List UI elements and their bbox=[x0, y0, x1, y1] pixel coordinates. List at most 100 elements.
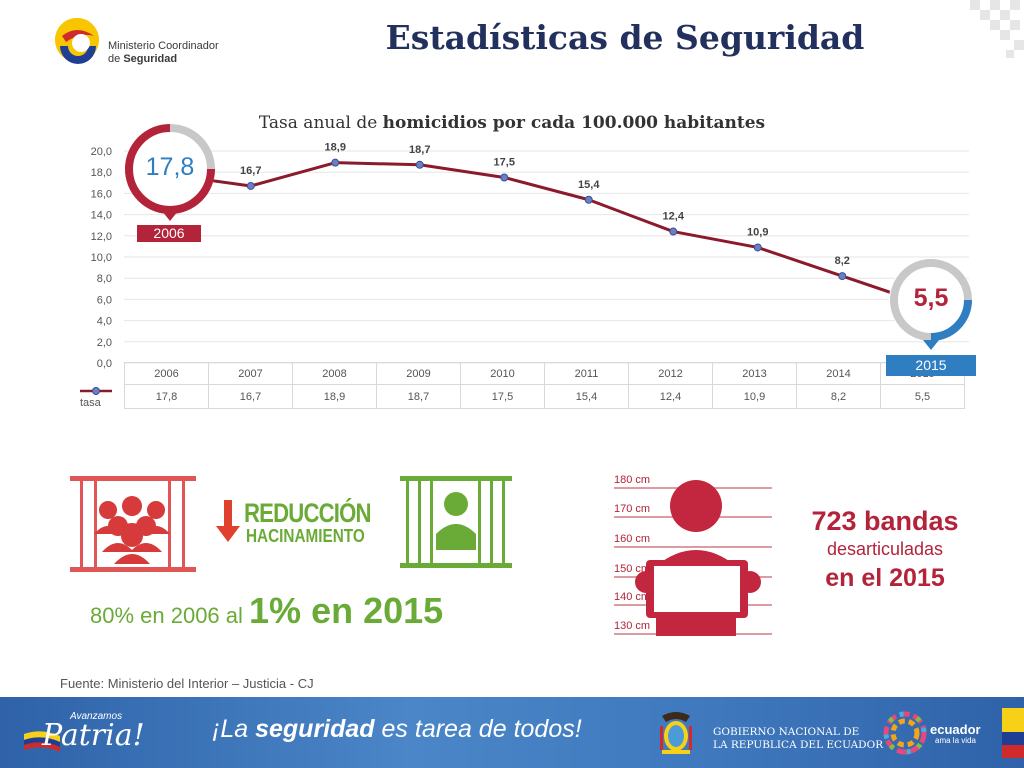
chart-title-bold: homicidios por cada 100.000 habitantes bbox=[382, 113, 766, 133]
start-badge-ring bbox=[125, 124, 215, 221]
data-point bbox=[838, 272, 847, 281]
x-category-cell: 2007 bbox=[208, 362, 293, 385]
footer-slogan: ¡La seguridad es tarea de todos! bbox=[212, 715, 582, 744]
bands-year: en el 2015 bbox=[825, 564, 945, 592]
data-value-label: 8,2 bbox=[835, 255, 850, 267]
end-badge-value: 5,5 bbox=[913, 284, 949, 312]
data-value-label: 18,7 bbox=[409, 144, 430, 156]
height-label-130: 130 cm bbox=[614, 620, 651, 632]
chart-title: Tasa anual de homicidios por cada 100.00… bbox=[0, 113, 1024, 133]
data-table: 2006200720082009201020112012201320142015… bbox=[80, 362, 965, 409]
value-cell: 18,9 bbox=[292, 384, 377, 409]
value-labels: 16,7 18,9 18,7 17,5 15,4 12,4 10,9 8,2 bbox=[240, 142, 850, 267]
table-row-years: 2006200720082009201020112012201320142015 bbox=[80, 362, 965, 385]
coat-of-arms-icon bbox=[660, 712, 692, 754]
ministry-name: Ministerio Coordinador de Seguridad bbox=[108, 40, 219, 66]
ministry-line-3: Seguridad bbox=[123, 53, 178, 65]
page-title: Estadísticas de Seguridad bbox=[385, 18, 865, 57]
data-point bbox=[753, 243, 762, 252]
data-value-label: 18,9 bbox=[325, 142, 346, 154]
gov-line-2: LA REPUBLICA DEL ECUADOR bbox=[713, 739, 884, 751]
x-category-cell: 2008 bbox=[292, 362, 377, 385]
x-category-cell: 2010 bbox=[460, 362, 545, 385]
bands-stat: 723 bandas desarticuladas en el 2015 bbox=[790, 506, 980, 593]
value-cell: 15,4 bbox=[544, 384, 629, 409]
value-cell: 16,7 bbox=[208, 384, 293, 409]
x-category-cell: 2014 bbox=[796, 362, 881, 385]
height-label-180: 180 cm bbox=[614, 474, 651, 486]
bands-label: desarticuladas bbox=[826, 539, 944, 559]
down-arrow-icon bbox=[216, 500, 240, 542]
legend-label: tasa bbox=[80, 396, 101, 409]
slogan-bold: seguridad bbox=[255, 715, 375, 743]
data-point bbox=[415, 160, 424, 169]
y-tick-label: 4,0 bbox=[97, 316, 112, 328]
data-point bbox=[669, 227, 678, 236]
value-cell: 18,7 bbox=[376, 384, 461, 409]
end-badge-ring bbox=[889, 258, 973, 350]
y-tick-label: 16,0 bbox=[91, 188, 112, 200]
data-value-label: 16,7 bbox=[240, 165, 261, 177]
government-text: GOBIERNO NACIONAL DE LA REPUBLICA DEL EC… bbox=[713, 726, 883, 752]
mugshot-illustration bbox=[614, 480, 772, 636]
value-cell: 10,9 bbox=[712, 384, 797, 409]
data-value-label: 17,5 bbox=[494, 157, 515, 169]
y-tick-label: 20,0 bbox=[91, 146, 112, 158]
start-badge-year: 2006 bbox=[137, 225, 201, 242]
x-category-cell: 2012 bbox=[628, 362, 713, 385]
stat-prefix: 80% en 2006 al bbox=[90, 603, 243, 628]
table-row-values: tasa 17,8 16,7 18,9 18,7 17,5 15,4 12,4 10,9 8,2 5… bbox=[80, 384, 965, 409]
height-label-150: 150 cm bbox=[614, 563, 651, 575]
ministry-line-1: Ministerio Coordinador bbox=[108, 40, 219, 52]
start-badge-value: 17,8 bbox=[145, 153, 195, 181]
y-tick-label: 14,0 bbox=[91, 210, 112, 222]
y-tick-label: 10,0 bbox=[91, 252, 112, 264]
brand-tagline: ama la vida bbox=[935, 736, 976, 745]
reduction-title: REDUCCIÓN bbox=[244, 498, 372, 528]
corner-decoration bbox=[970, 0, 1024, 58]
data-value-label: 15,4 bbox=[578, 179, 600, 191]
y-axis-ticks: 0,0 2,0 4,0 6,0 8,0 10,0 12,0 14,0 16,0 18,0 20,0 bbox=[91, 146, 112, 370]
y-tick-label: 12,0 bbox=[91, 231, 112, 243]
value-cell: 5,5 bbox=[880, 384, 965, 409]
ministry-line-2: de bbox=[108, 53, 121, 65]
end-badge-year: 2015 bbox=[886, 355, 976, 376]
data-value-label: 10,9 bbox=[747, 226, 768, 238]
chart-title-prefix: Tasa anual de bbox=[258, 113, 378, 133]
y-tick-label: 18,0 bbox=[91, 167, 112, 179]
ecuador-brand-icon bbox=[883, 711, 927, 755]
value-cell: 17,8 bbox=[124, 384, 209, 409]
height-label-160: 160 cm bbox=[614, 533, 651, 545]
source-note: Fuente: Ministerio del Interior – Justic… bbox=[60, 676, 314, 691]
table-corner bbox=[80, 363, 125, 385]
gov-line-1: GOBIERNO NACIONAL DE bbox=[713, 726, 860, 738]
data-point bbox=[331, 158, 340, 167]
x-category-cell: 2006 bbox=[124, 362, 209, 385]
x-category-cell: 2013 bbox=[712, 362, 797, 385]
footer-banner bbox=[0, 697, 1024, 768]
ministry-logo bbox=[55, 18, 99, 64]
value-cell: 12,4 bbox=[628, 384, 713, 409]
data-point bbox=[246, 181, 255, 190]
value-cell: 8,2 bbox=[796, 384, 881, 409]
y-tick-label: 6,0 bbox=[97, 294, 112, 306]
height-label-140: 140 cm bbox=[614, 591, 651, 603]
data-point bbox=[584, 195, 593, 204]
crowded-cell-icon bbox=[70, 476, 196, 572]
value-cell: 17,5 bbox=[460, 384, 545, 409]
y-tick-label: 0,0 bbox=[97, 358, 112, 370]
legend-swatch bbox=[80, 386, 112, 395]
table-series-label: tasa bbox=[80, 385, 125, 409]
slogan-prefix: ¡La bbox=[212, 715, 249, 743]
slogan-suffix: es tarea de todos! bbox=[381, 715, 582, 743]
flag-swoosh-icon bbox=[24, 731, 60, 752]
data-point bbox=[500, 173, 509, 182]
y-tick-label: 8,0 bbox=[97, 273, 112, 285]
x-category-cell: 2009 bbox=[376, 362, 461, 385]
series-line-tasa bbox=[166, 161, 928, 307]
series-layer bbox=[166, 158, 928, 307]
single-cell-icon bbox=[400, 476, 512, 568]
y-tick-label: 2,0 bbox=[97, 337, 112, 349]
stat-highlight: 1% en 2015 bbox=[249, 590, 444, 631]
overcrowding-stat: 80% en 2006 al 1% en 2015 bbox=[90, 590, 443, 632]
